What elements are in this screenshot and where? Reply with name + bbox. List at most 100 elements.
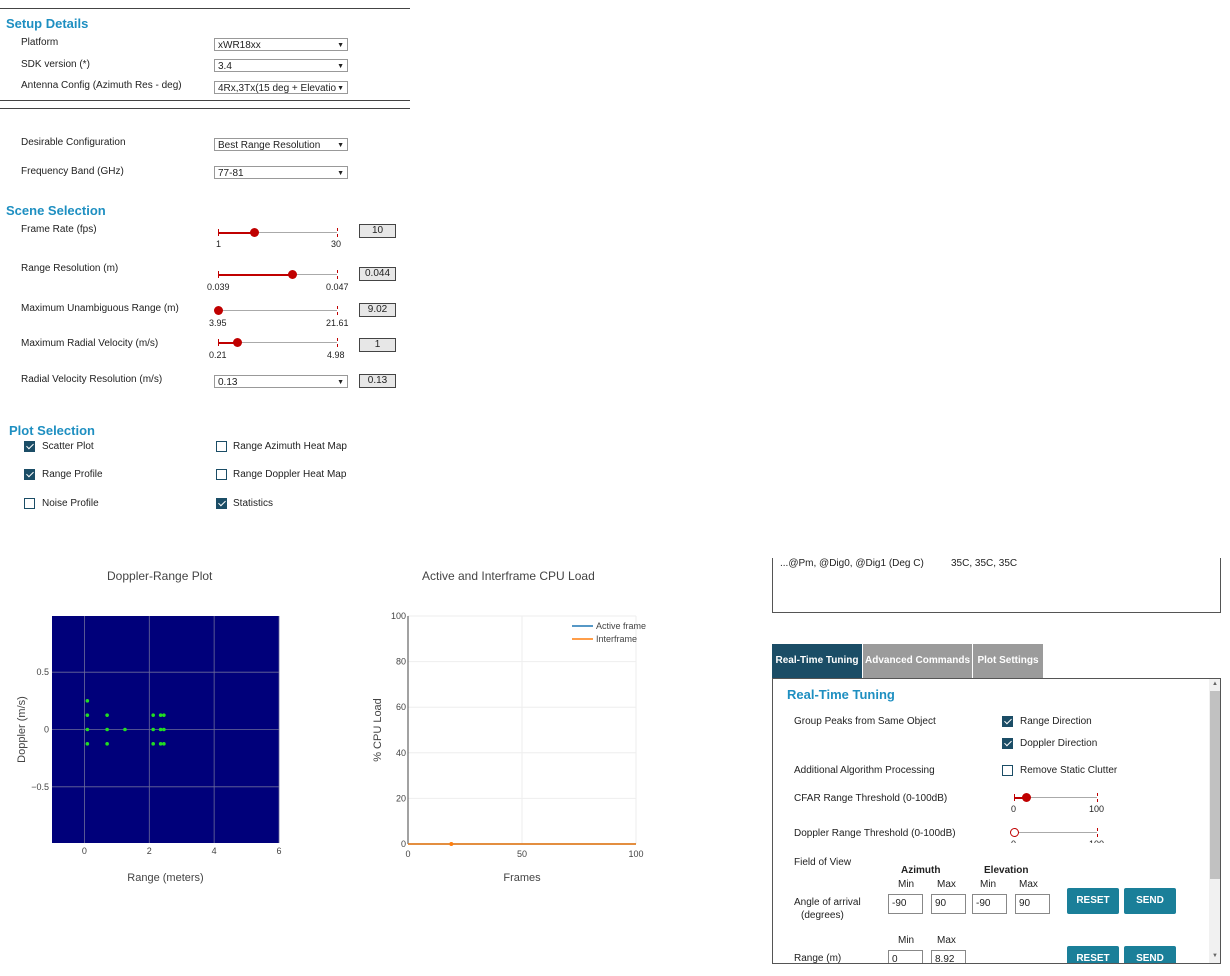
scatter-point	[85, 727, 90, 732]
slider-thumb[interactable]	[213, 306, 223, 315]
scatter-point	[105, 713, 109, 717]
frequency-band-value: 77-81	[218, 168, 244, 179]
temperature-value: 35C, 35C, 35C	[951, 558, 1018, 569]
slider-fill	[1014, 796, 1027, 799]
slider-min-tick	[218, 229, 219, 236]
tab-advanced-commands[interactable]: Advanced Commands	[863, 644, 972, 678]
velocity-resolution-select[interactable]: 0.13 ▼	[214, 375, 348, 388]
group-peaks-label: Group Peaks from Same Object	[794, 716, 936, 727]
range-azimuth-checkbox[interactable]	[216, 441, 227, 452]
range-min-input[interactable]: 0	[888, 950, 923, 963]
scrollbar[interactable]: ▲ ▼	[1209, 679, 1220, 963]
slider-thumb[interactable]	[1009, 828, 1019, 837]
platform-value: xWR18xx	[218, 40, 261, 51]
doppler-direction-label: Doppler Direction	[1020, 738, 1098, 749]
doppler-range-min: 0	[1011, 839, 1016, 843]
scrollbar-thumb[interactable]	[1210, 691, 1220, 879]
divider	[0, 108, 410, 109]
angle-send-button[interactable]: SEND	[1124, 888, 1176, 914]
max-range-min: 3.95	[209, 318, 227, 328]
elevation-min-input[interactable]: -90	[972, 894, 1007, 914]
slider-track	[218, 342, 337, 343]
range-send-button[interactable]: SEND	[1124, 946, 1176, 963]
angle-of-arrival-unit: (degrees)	[801, 910, 844, 921]
scatter-point	[151, 742, 155, 746]
x-axis-label: Frames	[503, 872, 541, 884]
azimuth-max-input[interactable]: 90	[931, 894, 966, 914]
angle-reset-button[interactable]: RESET	[1067, 888, 1119, 914]
slider-track	[218, 310, 337, 311]
scatter-point	[162, 727, 166, 732]
scatter-point	[151, 713, 155, 717]
cfar-range-label: CFAR Range Threshold (0-100dB)	[794, 793, 948, 804]
statistics-checkbox[interactable]	[216, 498, 227, 509]
desirable-config-value: Best Range Resolution	[218, 140, 321, 151]
antenna-value: 4Rx,3Tx(15 deg + Elevation)	[218, 83, 336, 94]
x-tick-label: 6	[276, 846, 281, 856]
sdk-value: 3.4	[218, 61, 232, 72]
scatter-point	[151, 727, 155, 732]
y-tick-label: 0	[44, 725, 49, 735]
noise-profile-checkbox[interactable]	[24, 498, 35, 509]
range-label: Range (m)	[794, 953, 842, 964]
y-tick-label: 0	[401, 839, 406, 849]
range-profile-label: Range Profile	[42, 469, 103, 480]
scatter-point	[85, 742, 90, 746]
slider-max-tick	[337, 338, 339, 347]
cfar-range-min: 0	[1011, 804, 1017, 814]
range-max-input[interactable]: 8.92	[931, 950, 966, 963]
scatter-point	[123, 727, 127, 732]
range-resolution-label: Range Resolution (m)	[21, 263, 119, 274]
chevron-down-icon: ▼	[337, 42, 344, 49]
y-axis-label: Doppler (m/s)	[16, 696, 28, 763]
slider-fill	[218, 341, 238, 344]
slider-track	[218, 232, 337, 233]
slider-thumb[interactable]	[250, 228, 260, 237]
range-doppler-checkbox[interactable]	[216, 469, 227, 480]
desirable-config-label: Desirable Configuration	[21, 137, 126, 148]
frequency-band-select[interactable]: 77-81 ▼	[214, 166, 348, 179]
tab-real-time-tuning[interactable]: Real-Time Tuning	[772, 644, 862, 678]
legend-label: Active frame	[596, 621, 646, 631]
slider-thumb[interactable]	[232, 338, 242, 347]
antenna-select[interactable]: 4Rx,3Tx(15 deg + Elevation) ▼	[214, 81, 348, 94]
platform-select[interactable]: xWR18xx ▼	[214, 38, 348, 51]
desirable-config-select[interactable]: Best Range Resolution ▼	[214, 138, 348, 151]
slider-min-tick	[218, 271, 219, 278]
chevron-down-icon: ▼	[337, 63, 344, 70]
frame-rate-value: 10	[359, 224, 396, 238]
scatter-plot-checkbox[interactable]	[24, 441, 35, 452]
range-profile-checkbox[interactable]	[24, 469, 35, 480]
range-reset-button[interactable]: RESET	[1067, 946, 1119, 963]
slider-thumb[interactable]	[287, 270, 297, 279]
slider-fill	[218, 273, 293, 276]
x-tick-label: 0	[405, 849, 410, 859]
x-tick-label: 2	[147, 846, 152, 856]
scatter-point	[105, 727, 109, 732]
x-axis-label: Range (meters)	[127, 872, 203, 884]
remove-static-clutter-checkbox[interactable]	[1002, 765, 1013, 776]
range-resolution-min: 0.039	[207, 282, 230, 292]
y-axis-label: % CPU Load	[372, 698, 384, 762]
scatter-point	[162, 742, 166, 746]
statistics-label: Statistics	[233, 498, 274, 509]
x-tick-label: 0	[82, 846, 87, 856]
legend-label: Interframe	[596, 634, 637, 644]
azimuth-min-input[interactable]: -90	[888, 894, 923, 914]
max-velocity-label: Maximum Radial Velocity (m/s)	[21, 338, 159, 349]
slider-max-tick	[1097, 793, 1099, 802]
scroll-down-icon[interactable]: ▼	[1212, 953, 1218, 959]
slider-thumb[interactable]	[1021, 793, 1031, 802]
max-range-value: 9.02	[359, 303, 396, 317]
tab-plot-settings[interactable]: Plot Settings	[973, 644, 1043, 678]
velocity-resolution-option: 0.13	[218, 377, 238, 388]
scatter-point	[85, 699, 90, 703]
azimuth-header: Azimuth	[901, 865, 941, 876]
scroll-up-icon[interactable]: ▲	[1212, 681, 1218, 687]
elevation-max-input[interactable]: 90	[1015, 894, 1050, 914]
sdk-select[interactable]: 3.4 ▼	[214, 59, 348, 72]
doppler-direction-checkbox[interactable]	[1002, 738, 1013, 749]
scatter-point	[158, 727, 163, 732]
y-tick-label: 80	[396, 657, 406, 667]
range-direction-checkbox[interactable]	[1002, 716, 1013, 727]
